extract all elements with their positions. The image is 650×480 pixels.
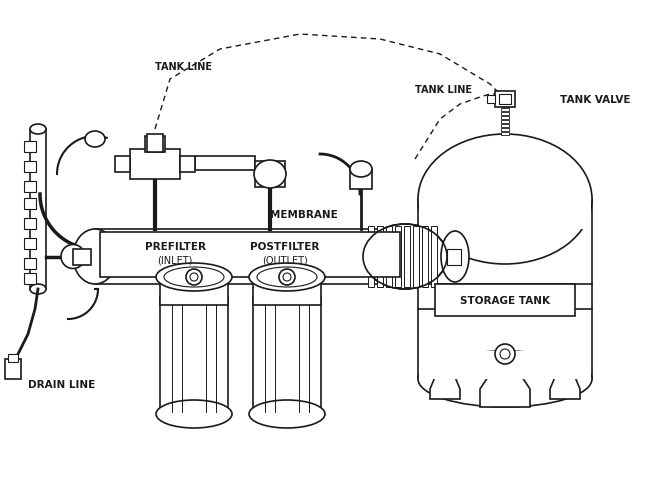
Bar (180, 156, 195, 173)
Circle shape (500, 349, 510, 359)
Ellipse shape (350, 162, 372, 178)
Bar (24, 274, 36, 285)
Bar (447, 249, 461, 265)
Bar (100, 232, 400, 277)
Bar (404, 227, 410, 288)
Ellipse shape (249, 264, 325, 291)
Polygon shape (480, 377, 530, 407)
Polygon shape (550, 377, 580, 399)
Bar (499, 95, 511, 105)
Bar (377, 227, 383, 288)
Text: STORAGE TANK: STORAGE TANK (460, 295, 550, 305)
Bar (145, 137, 165, 153)
Ellipse shape (363, 225, 447, 289)
Bar (435, 285, 575, 316)
Bar (501, 129, 509, 132)
Text: PREFILTER: PREFILTER (144, 241, 205, 252)
Bar (419, 200, 591, 229)
Bar (501, 125, 509, 128)
Bar (501, 133, 509, 136)
Bar (495, 92, 515, 108)
Ellipse shape (257, 267, 317, 288)
Bar (24, 199, 36, 210)
Bar (95, 229, 405, 285)
Bar (24, 142, 36, 153)
Circle shape (190, 274, 198, 281)
Bar (419, 351, 591, 379)
Ellipse shape (30, 125, 46, 135)
Ellipse shape (249, 400, 325, 428)
Bar (24, 258, 36, 269)
Bar (501, 113, 509, 116)
Ellipse shape (418, 135, 592, 264)
Circle shape (279, 269, 295, 286)
Text: TANK LINE: TANK LINE (155, 62, 212, 72)
Bar (115, 156, 130, 173)
Bar (255, 162, 285, 188)
Bar (5, 359, 21, 379)
Bar (160, 277, 228, 305)
Bar (413, 227, 419, 288)
Bar (73, 249, 91, 265)
Bar (130, 150, 180, 180)
Ellipse shape (30, 285, 46, 294)
Bar (386, 227, 392, 288)
Text: DRAIN LINE: DRAIN LINE (28, 379, 96, 389)
Ellipse shape (156, 400, 232, 428)
Text: (INLET): (INLET) (157, 255, 192, 265)
Text: MEMBRANE: MEMBRANE (270, 210, 338, 219)
Ellipse shape (254, 161, 286, 189)
Bar (8, 354, 18, 362)
Bar (24, 218, 36, 229)
Bar (368, 227, 374, 288)
Ellipse shape (156, 264, 232, 291)
Ellipse shape (441, 231, 469, 282)
Bar (422, 227, 428, 288)
Circle shape (186, 269, 202, 286)
Bar (501, 117, 509, 120)
Ellipse shape (73, 229, 117, 285)
Bar (501, 121, 509, 124)
Bar (431, 227, 437, 288)
Bar (160, 298, 228, 414)
Bar (501, 105, 509, 108)
Bar (418, 200, 592, 379)
Bar (30, 130, 46, 289)
Bar (195, 156, 255, 171)
Text: TANK VALVE: TANK VALVE (560, 95, 630, 105)
Bar (24, 239, 36, 250)
Bar (24, 181, 36, 192)
Bar (24, 162, 36, 173)
Bar (487, 96, 495, 104)
Circle shape (283, 274, 291, 281)
Ellipse shape (418, 351, 592, 407)
Text: POSTFILTER: POSTFILTER (250, 241, 320, 252)
Bar (395, 227, 401, 288)
Bar (350, 169, 372, 190)
Text: TANK LINE: TANK LINE (415, 85, 472, 95)
Bar (253, 277, 321, 305)
Ellipse shape (164, 267, 224, 288)
Ellipse shape (61, 245, 85, 269)
Circle shape (495, 344, 515, 364)
Bar (147, 135, 163, 153)
Ellipse shape (85, 132, 105, 148)
Text: (OUTLET): (OUTLET) (262, 255, 308, 265)
Bar (253, 298, 321, 414)
Polygon shape (430, 377, 460, 399)
Bar (501, 109, 509, 112)
